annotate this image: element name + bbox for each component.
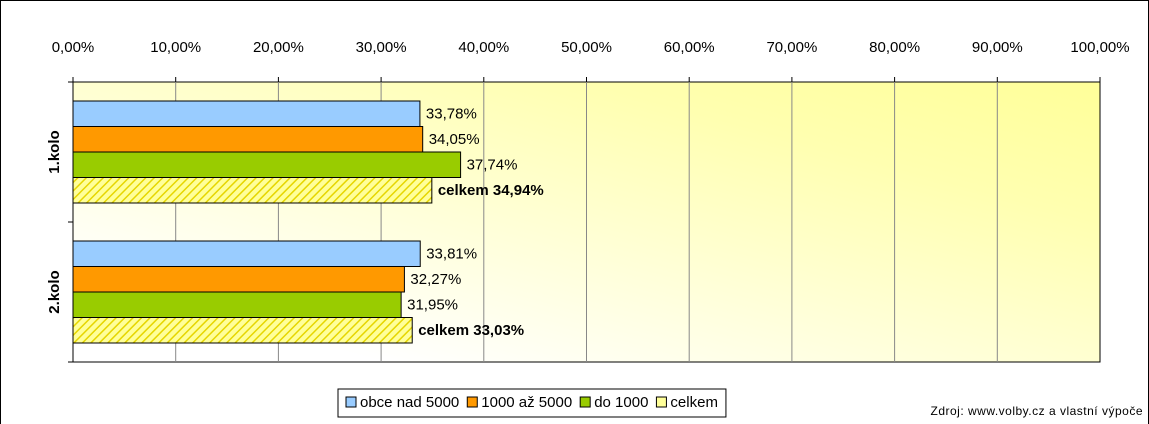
data-label: 33,78% — [426, 106, 477, 123]
x-tick-label: 60,00% — [664, 39, 715, 56]
bar — [72, 291, 402, 318]
data-label: 37,74% — [467, 157, 518, 174]
bar — [72, 100, 421, 127]
legend-label: obce nad 5000 — [360, 394, 459, 411]
x-tick-label: 70,00% — [766, 39, 817, 56]
legend-swatch — [345, 396, 357, 408]
y-tick-label: 1.kolo — [46, 130, 63, 173]
bar — [72, 177, 433, 204]
bar — [72, 266, 405, 293]
y-tick-label: 2.kolo — [46, 270, 63, 313]
data-label: celkem 33,03% — [418, 322, 524, 339]
x-tick-label: 90,00% — [972, 39, 1023, 56]
x-tick-label: 30,00% — [356, 39, 407, 56]
legend-swatch — [579, 396, 591, 408]
legend-swatch — [466, 396, 478, 408]
data-label: 33,81% — [426, 246, 477, 263]
data-label: celkem 34,94% — [438, 182, 544, 199]
x-tick-label: 0,00% — [52, 39, 95, 56]
bar — [72, 126, 424, 153]
legend-swatch — [655, 396, 667, 408]
legend-label: celkem — [670, 394, 718, 411]
legend-label: do 1000 — [594, 394, 648, 411]
data-label: 31,95% — [407, 297, 458, 314]
legend-label: 1000 až 5000 — [481, 394, 572, 411]
data-label: 34,05% — [429, 131, 480, 148]
data-label: 32,27% — [410, 271, 461, 288]
x-tick-label: 20,00% — [253, 39, 304, 56]
x-tick-label: 100,00% — [1070, 39, 1129, 56]
bar — [72, 240, 421, 267]
x-tick-label: 40,00% — [458, 39, 509, 56]
source-note: Zdroj: www.volby.cz a vlastní výpoče — [930, 404, 1143, 418]
x-tick-label: 10,00% — [150, 39, 201, 56]
bar — [72, 317, 413, 344]
x-tick-label: 50,00% — [561, 39, 612, 56]
bar — [72, 151, 462, 178]
x-tick-label: 80,00% — [869, 39, 920, 56]
